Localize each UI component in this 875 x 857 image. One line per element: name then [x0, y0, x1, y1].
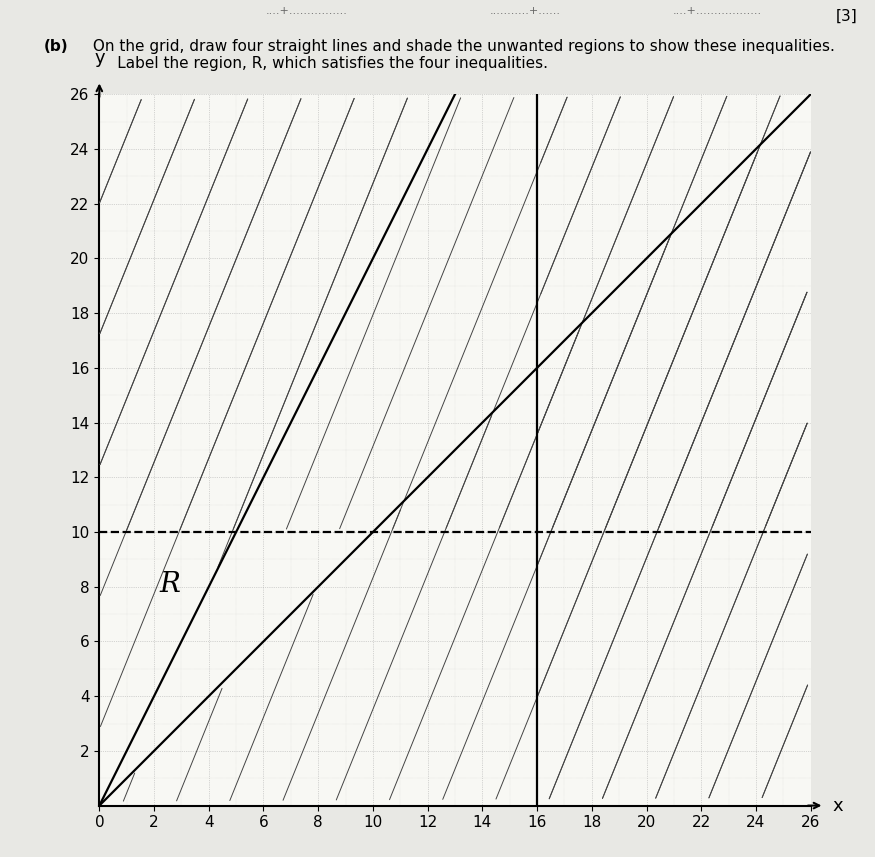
Text: On the grid, draw four straight lines and shade the unwanted regions to show the: On the grid, draw four straight lines an…	[88, 39, 835, 71]
Text: ....+..................: ....+..................	[673, 6, 762, 16]
Text: (b): (b)	[44, 39, 68, 54]
Text: R: R	[159, 571, 180, 598]
Text: [3]: [3]	[836, 9, 858, 24]
Text: ...........+......: ...........+......	[489, 6, 561, 16]
Text: ....+................: ....+................	[265, 6, 347, 16]
Text: x: x	[832, 796, 844, 815]
Text: y: y	[94, 49, 105, 67]
